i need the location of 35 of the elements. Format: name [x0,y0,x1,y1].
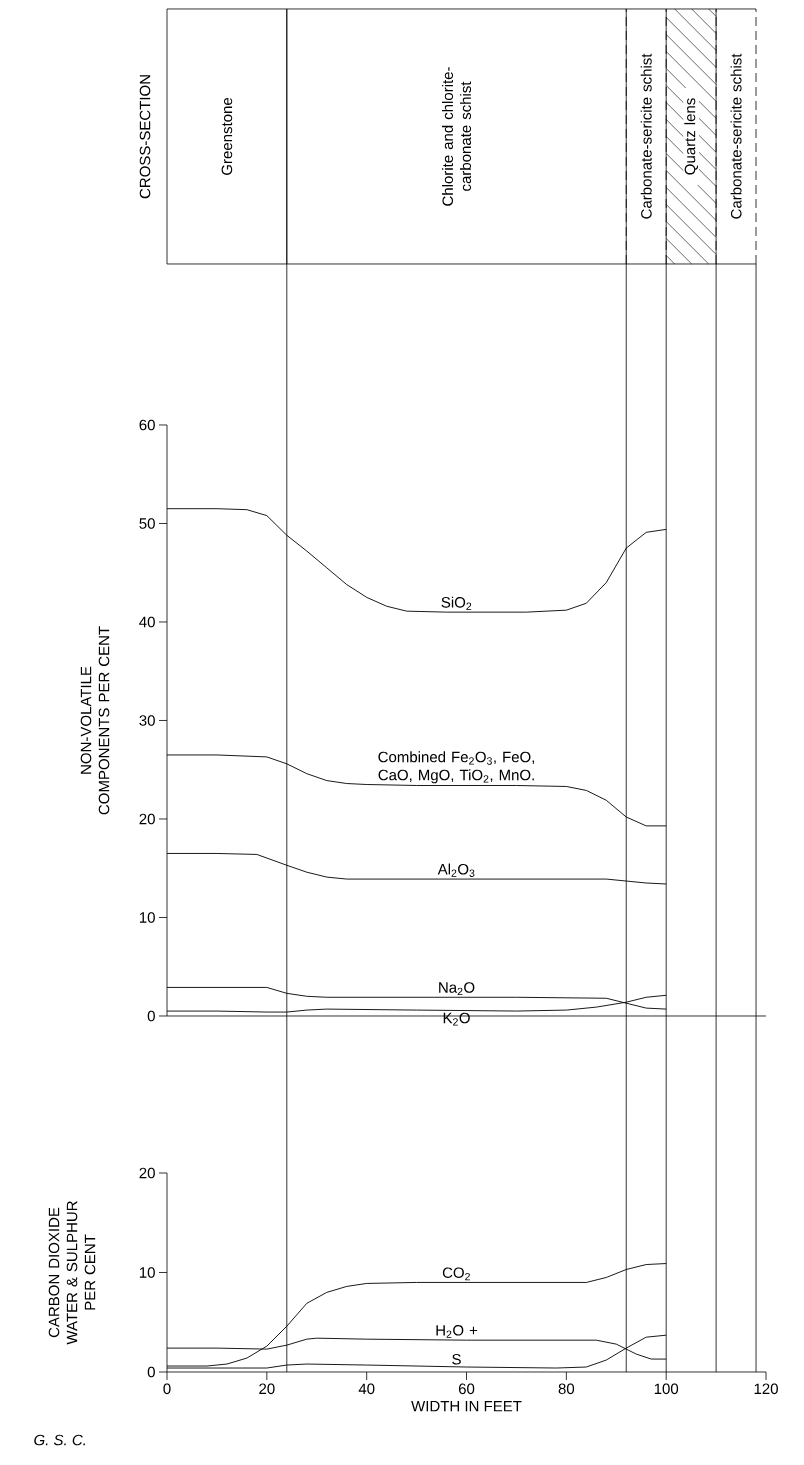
y-tick-label: 10 [139,1267,155,1278]
x-tick-label: 100 [654,1383,679,1395]
series-label: Combined Fe$_{2}$O$_{3}$, FeO, CaO, MgO, TiO$_{2}$, MnO. [378,751,535,784]
y-tick-label: 20 [139,1167,155,1179]
text: G. S. C. [34,1434,86,1446]
y-tick-label: 10 [139,912,155,923]
y-tick-label: 0 [147,1366,155,1378]
y-axis-title: NON-VOLATILE COMPONENTS PER CENT [80,626,110,815]
y-axis-title: CARBON DIOXIDE WATER & SULPHUR PER CENT [48,1201,96,1345]
text: Carbonate-sericite schist [640,53,652,219]
text: Carbonate-sericite schist [730,53,742,219]
x-tick-label: 80 [558,1383,575,1395]
text: CROSS-SECTION [139,75,151,199]
series-label: CO$_{2}$ [442,1267,470,1281]
series-label: S [452,1354,461,1365]
series-label: Na$_{2}$O [439,982,475,996]
text: Greenstone [221,97,233,175]
text: Quartz lens [684,98,698,175]
y-tick-label: 20 [139,813,155,825]
y-tick-label: 0 [147,1010,155,1022]
x-axis-title: WIDTH IN FEET [411,1400,522,1412]
text: Chlorite and chlorite-carbonate schist [442,67,472,206]
series-label: Al$_{2}$O$_{3}$ [437,863,475,877]
x-tick-label: 0 [163,1383,171,1395]
series-label: K$_{2}$O [443,1012,470,1026]
x-tick-label: 120 [754,1383,778,1395]
x-tick-label: 40 [358,1383,375,1395]
series-label: SiO$_{2}$ [441,596,472,610]
y-tick-label: 60 [139,419,155,431]
x-tick-label: 20 [259,1383,275,1395]
y-tick-label: 50 [139,518,155,529]
x-tick-label: 60 [458,1383,475,1395]
series-label: H$_{2}$O + [436,1325,478,1338]
y-tick-label: 40 [139,616,155,628]
y-tick-label: 30 [139,715,155,726]
